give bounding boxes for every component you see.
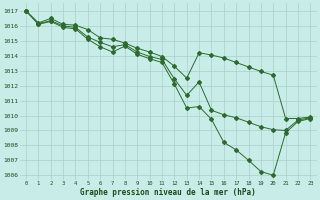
X-axis label: Graphe pression niveau de la mer (hPa): Graphe pression niveau de la mer (hPa): [80, 188, 256, 197]
